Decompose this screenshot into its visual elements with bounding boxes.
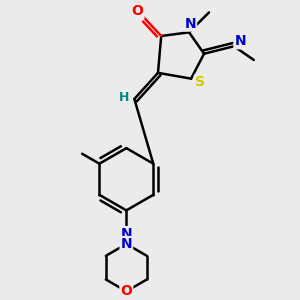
Text: O: O [132, 4, 143, 18]
Text: N: N [121, 237, 132, 251]
Text: H: H [119, 91, 130, 103]
Text: N: N [121, 227, 132, 241]
Text: S: S [195, 75, 205, 89]
Text: N: N [234, 34, 246, 48]
Text: N: N [184, 16, 196, 31]
Text: O: O [120, 284, 132, 298]
